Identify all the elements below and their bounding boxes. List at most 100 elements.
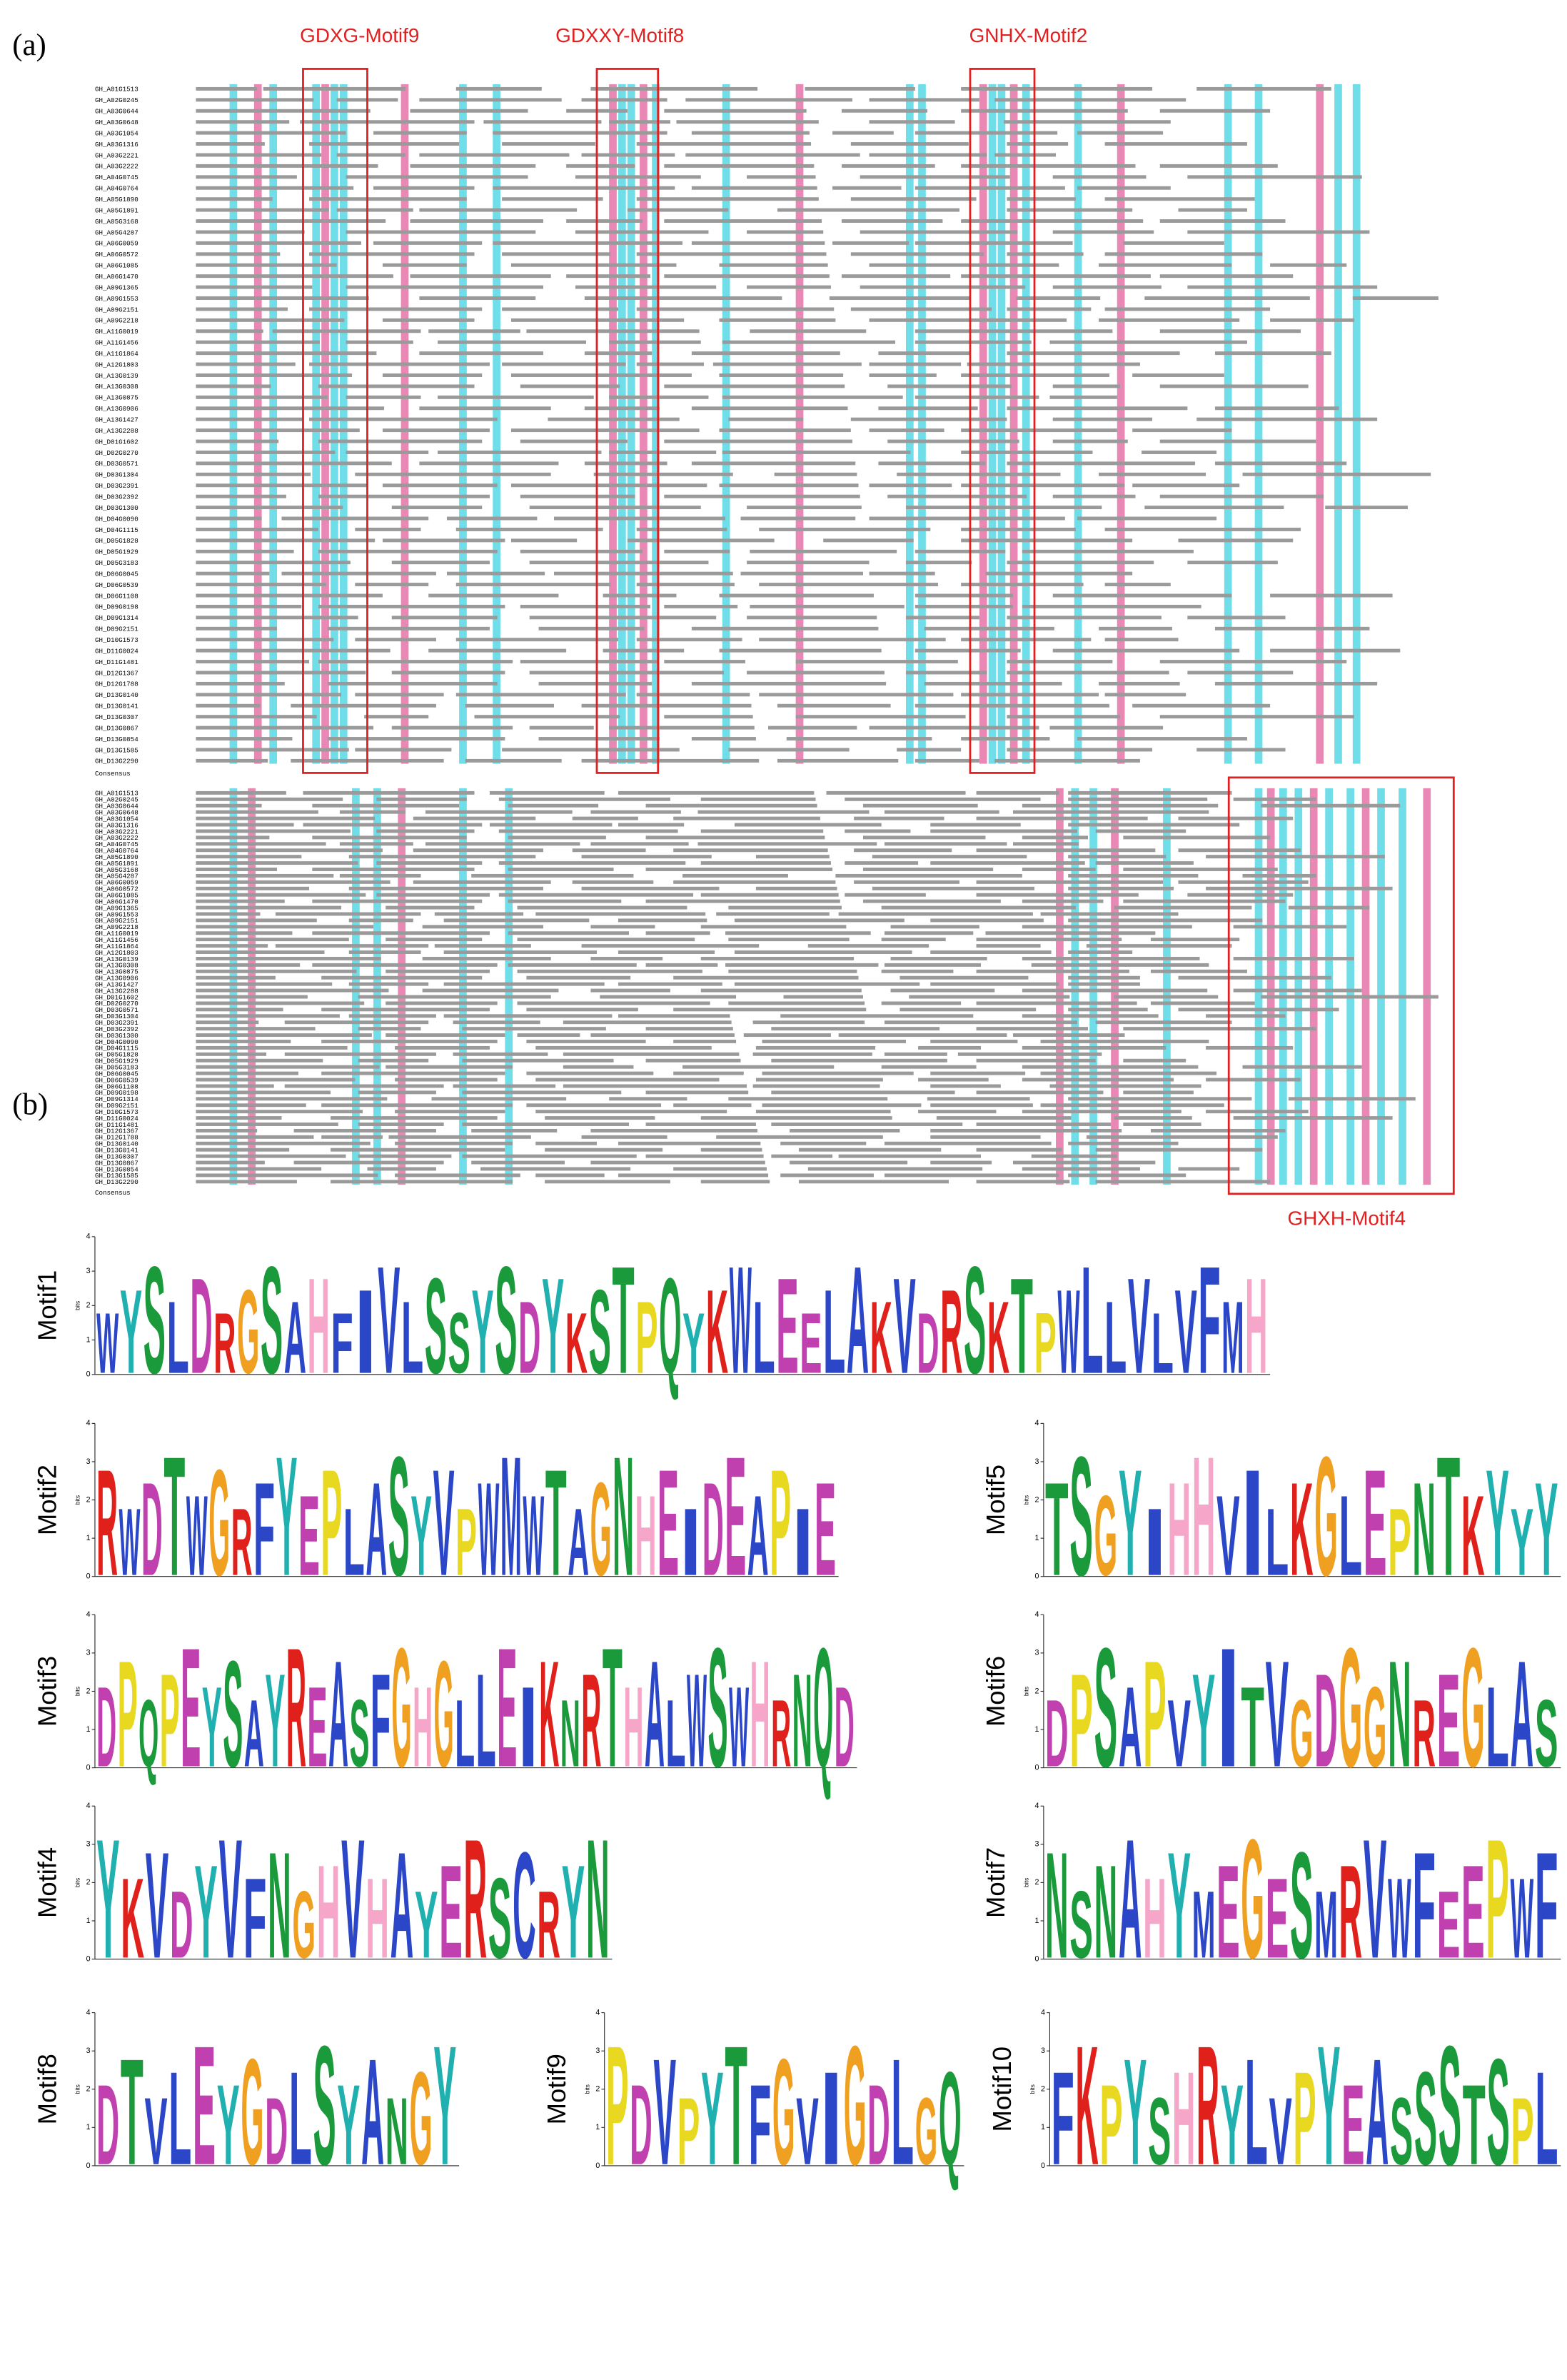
sequence-residues — [434, 912, 524, 916]
sequence-residues — [1123, 899, 1286, 903]
sequence-residues — [691, 131, 810, 135]
sequence-residues — [331, 1116, 498, 1120]
sequence-id: GH_A12G1803 — [95, 361, 138, 368]
sequence-residues — [1104, 583, 1171, 587]
sequence-residues — [743, 1033, 831, 1038]
sequence-residues — [930, 1128, 1122, 1133]
sequence-residues — [1007, 561, 1154, 565]
consensus-label: Consensus — [95, 770, 131, 778]
conservation-column — [400, 84, 409, 764]
sequence-residues — [1187, 616, 1286, 620]
sequence-residues — [196, 506, 343, 510]
logo-letter: M — [1192, 1872, 1216, 1978]
sequence-residues — [747, 285, 831, 289]
logo-letter: R — [464, 1804, 488, 1994]
sequence-residues — [312, 803, 460, 808]
sequence-residues — [636, 142, 812, 146]
sequence-residues — [829, 296, 970, 300]
sequence-id: GH_D03G1304 — [95, 471, 138, 479]
sequence-residues — [413, 816, 536, 820]
sequence-residues — [196, 86, 258, 91]
sequence-residues — [1214, 351, 1331, 356]
sequence-residues — [395, 1173, 520, 1178]
sequence-residues — [462, 1154, 637, 1158]
sequence-residues — [838, 1154, 981, 1158]
sequence-residues — [976, 880, 1164, 884]
sequence-residues — [1123, 1058, 1186, 1063]
sequence-residues — [1144, 506, 1284, 510]
sequence-residues — [905, 506, 1102, 510]
sequence-residues — [884, 842, 1007, 846]
sequence-residues — [455, 693, 626, 697]
sequence-residues — [419, 351, 543, 356]
sequence-residues — [572, 848, 646, 853]
sequence-residues — [961, 451, 1093, 454]
logo-name: Motif3 — [32, 1656, 61, 1727]
consensus-label: Consensus — [95, 1189, 131, 1197]
logo-letter: D — [190, 1250, 212, 1402]
sequence-residues — [593, 472, 733, 476]
sequence-residues — [1022, 1014, 1159, 1018]
sequence-residues — [391, 725, 513, 730]
logo-letter: V — [378, 1235, 400, 1406]
logo-letter: K — [1290, 1456, 1314, 1604]
sequence-residues — [700, 861, 831, 865]
sequence-residues — [914, 593, 1014, 598]
sequence-residues — [759, 638, 946, 642]
y-tick-label: 0 — [86, 2161, 91, 2170]
sequence-residues — [358, 1090, 436, 1095]
logo-letter: V — [1216, 1472, 1240, 1600]
sequence-id: GH_A11G1456 — [95, 339, 138, 347]
sequence-residues — [1007, 142, 1069, 146]
sequence-residues — [845, 797, 1041, 801]
sequence-residues — [673, 1103, 752, 1108]
sequence-residues — [196, 175, 297, 179]
conservation-column — [459, 788, 467, 1185]
logo-letter: L — [1486, 1662, 1509, 1790]
conservation-column — [1423, 788, 1431, 1185]
conservation-column — [229, 84, 238, 764]
sequence-residues — [771, 1123, 963, 1126]
logo-letter: G — [1314, 1422, 1338, 1612]
sequence-residues — [759, 693, 954, 697]
logo-name: Motif4 — [32, 1847, 61, 1918]
sequence-residues — [862, 899, 1001, 903]
sequence-residues — [747, 230, 824, 234]
sequence-residues — [196, 208, 329, 212]
sequence-id: GH_D13G0867 — [95, 1159, 138, 1167]
sequence-residues — [196, 318, 345, 322]
conservation-column — [1352, 84, 1361, 764]
sequence-residues — [196, 1040, 291, 1043]
sequence-residues — [900, 975, 1029, 980]
sequence-residues — [636, 252, 827, 256]
sequence-residues — [1233, 1116, 1393, 1120]
sequence-residues — [563, 1020, 732, 1025]
sequence-residues — [422, 988, 559, 993]
sequence-residues — [318, 660, 513, 664]
sequence-residues — [1214, 406, 1339, 411]
sequence-id: GH_D13G2290 — [95, 758, 138, 765]
logo-letter: E — [815, 1456, 836, 1604]
conservation-column — [1346, 788, 1354, 1185]
sequence-id: GH_A03G2222 — [95, 834, 138, 842]
sequence-residues — [924, 681, 1062, 686]
sequence-residues — [636, 583, 735, 587]
sequence-residues — [510, 483, 707, 488]
logo-letter: W — [186, 1472, 208, 1600]
sequence-residues — [471, 1160, 565, 1165]
sequence-residues — [196, 186, 354, 190]
conservation-column — [1224, 84, 1232, 764]
sequence-id: GH_A04G0764 — [95, 185, 138, 193]
sequence-residues — [348, 1014, 436, 1018]
sequence-id: GH_A06G1085 — [95, 262, 138, 270]
logo-letter: P — [1069, 1647, 1093, 1794]
sequence-residues — [428, 648, 567, 653]
sequence-residues — [196, 660, 310, 664]
sequence-id: GH_A03G0648 — [95, 119, 138, 126]
sequence-residues — [566, 219, 643, 223]
logo-letter: D — [96, 1662, 116, 1790]
sequence-residues — [196, 351, 377, 356]
sequence-residues — [722, 395, 903, 399]
sequence-residues — [762, 1071, 914, 1075]
